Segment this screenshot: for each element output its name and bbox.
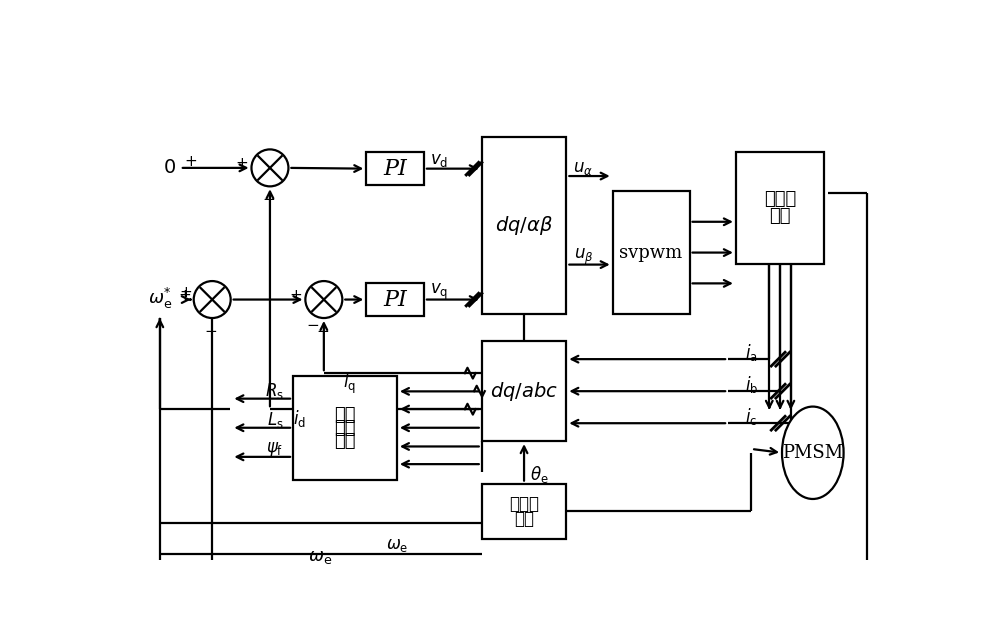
Text: 系统: 系统 (334, 432, 356, 450)
Text: $+$: $+$ (289, 289, 302, 303)
Bar (366, 152, 424, 185)
Text: $+$: $+$ (179, 286, 193, 301)
Text: PI: PI (383, 289, 407, 311)
Bar (293, 376, 397, 480)
Bar (736, 152, 824, 264)
Text: $L_{\rm s}$: $L_{\rm s}$ (267, 410, 284, 430)
Text: $i_{\rm d}$: $i_{\rm d}$ (293, 408, 306, 429)
Text: $u_{\alpha}$: $u_{\alpha}$ (573, 160, 593, 177)
Text: $\psi_{\rm f}$: $\psi_{\rm f}$ (266, 440, 284, 458)
Bar (482, 484, 566, 539)
Text: $v_{\rm d}$: $v_{\rm d}$ (430, 152, 448, 169)
Text: $-$: $-$ (204, 323, 217, 337)
Text: $v_{\rm q}$: $v_{\rm q}$ (430, 282, 448, 302)
Text: 辨识: 辨识 (334, 419, 356, 437)
Bar (482, 137, 566, 314)
Circle shape (251, 150, 288, 186)
Text: PMSM: PMSM (782, 444, 843, 462)
Text: $+$: $+$ (178, 289, 191, 303)
Circle shape (194, 281, 231, 318)
Text: $i_{\rm b}$: $i_{\rm b}$ (745, 374, 758, 395)
Text: $+$: $+$ (235, 157, 248, 171)
Text: $\theta_{\rm e}$: $\theta_{\rm e}$ (530, 464, 549, 485)
Text: 位置传: 位置传 (509, 494, 539, 513)
Text: $i_{\rm c}$: $i_{\rm c}$ (745, 406, 757, 427)
Text: 感器: 感器 (514, 510, 534, 528)
Text: $-$: $-$ (262, 191, 275, 205)
Text: svpwm: svpwm (619, 243, 683, 262)
Bar (366, 284, 424, 316)
Text: 变器: 变器 (769, 207, 791, 225)
Text: $i_{\rm q}$: $i_{\rm q}$ (343, 372, 356, 396)
Text: $-$: $-$ (316, 323, 329, 337)
Text: 在线: 在线 (334, 406, 356, 424)
Text: $-$: $-$ (306, 317, 320, 331)
Circle shape (305, 281, 342, 318)
Text: $dq/\alpha\beta$: $dq/\alpha\beta$ (495, 214, 553, 237)
Text: $dq/abc$: $dq/abc$ (490, 380, 558, 403)
Text: $u_{\beta}$: $u_{\beta}$ (574, 247, 593, 267)
Text: $+$: $+$ (184, 155, 197, 169)
Bar (482, 341, 566, 441)
Text: PI: PI (383, 158, 407, 180)
Text: $\omega_{\rm e}$: $\omega_{\rm e}$ (308, 548, 332, 565)
Ellipse shape (782, 406, 844, 499)
Text: 三相逆: 三相逆 (764, 190, 796, 208)
Text: $i_{\rm a}$: $i_{\rm a}$ (745, 342, 758, 363)
Text: $R_{\rm s}$: $R_{\rm s}$ (265, 381, 284, 401)
Bar (613, 191, 690, 314)
Text: $\omega_{\rm e}$: $\omega_{\rm e}$ (386, 537, 408, 554)
Text: $0$: $0$ (163, 159, 176, 177)
Text: $\omega_{\rm e}^{*}$: $\omega_{\rm e}^{*}$ (148, 286, 172, 311)
